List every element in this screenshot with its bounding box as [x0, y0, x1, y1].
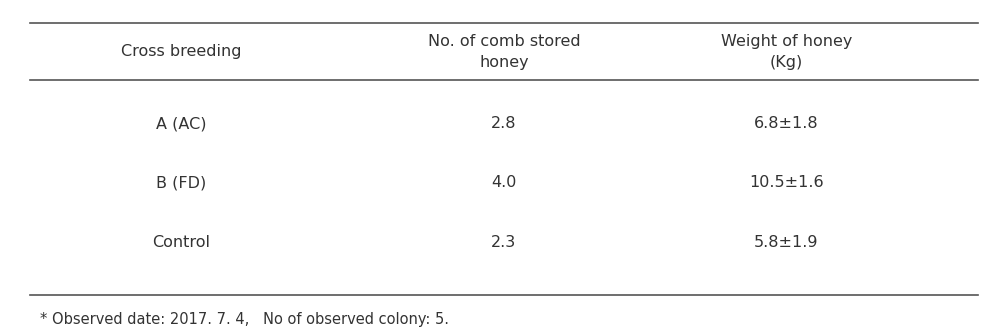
- Text: No. of comb stored
honey: No. of comb stored honey: [427, 34, 581, 70]
- Text: 10.5±1.6: 10.5±1.6: [749, 175, 824, 190]
- Text: Weight of honey
(Kg): Weight of honey (Kg): [721, 34, 852, 70]
- Text: 5.8±1.9: 5.8±1.9: [754, 236, 818, 250]
- Text: Cross breeding: Cross breeding: [121, 45, 242, 59]
- Text: 2.8: 2.8: [491, 117, 517, 131]
- Text: B (FD): B (FD): [156, 175, 207, 190]
- Text: 2.3: 2.3: [491, 236, 517, 250]
- Text: Control: Control: [152, 236, 211, 250]
- Text: * Observed date: 2017. 7. 4,   No of observed colony: 5.: * Observed date: 2017. 7. 4, No of obser…: [40, 313, 450, 327]
- Text: 6.8±1.8: 6.8±1.8: [754, 117, 818, 131]
- Text: 4.0: 4.0: [491, 175, 517, 190]
- Text: A (AC): A (AC): [156, 117, 207, 131]
